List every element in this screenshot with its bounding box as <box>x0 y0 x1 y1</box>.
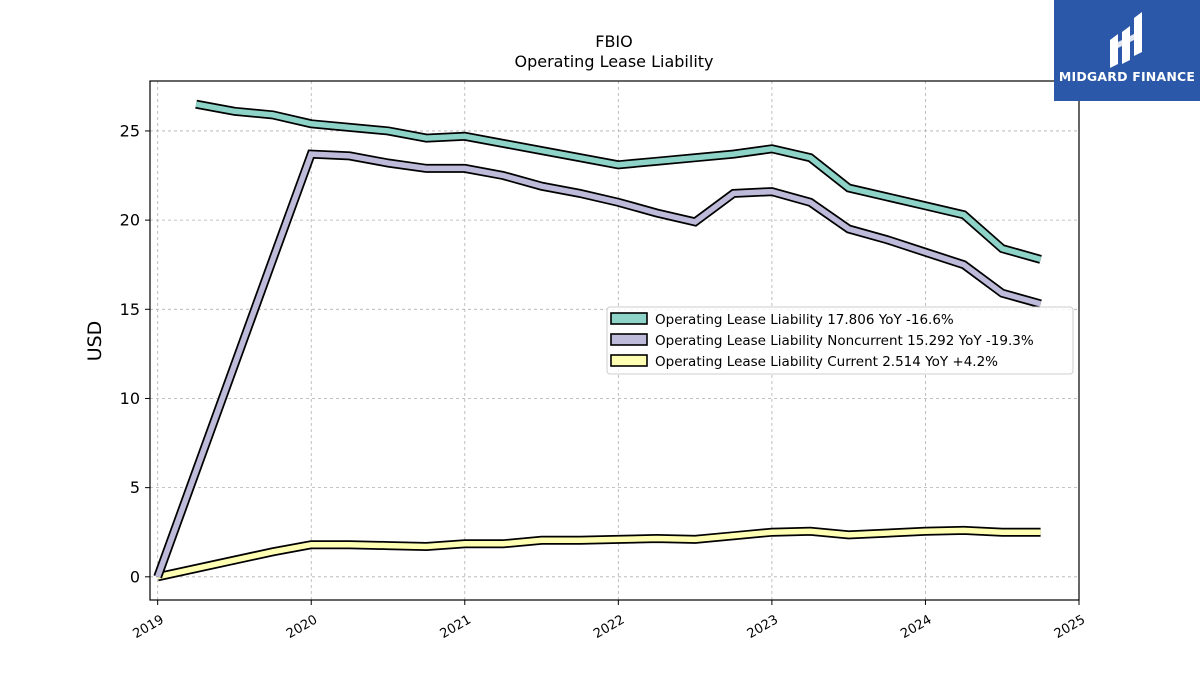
y-tick-label: 15 <box>120 300 140 319</box>
x-tick-label: 2020 <box>284 612 320 642</box>
x-tick-label: 2025 <box>1052 612 1088 642</box>
series-liability <box>195 99 1042 264</box>
x-tick-label: 2024 <box>898 612 934 642</box>
y-tick-label: 25 <box>120 121 140 140</box>
y-axis-label: USD <box>84 321 106 362</box>
series-current <box>156 525 1041 582</box>
series-line <box>155 151 1042 578</box>
legend-swatch-noncurrent <box>610 333 648 346</box>
y-tick-label: 10 <box>120 389 140 408</box>
x-tick-label: 2021 <box>438 612 474 642</box>
y-tick-label: 0 <box>130 567 140 586</box>
series-line <box>157 527 1041 580</box>
chart-title: FBIO <box>595 32 633 51</box>
legend-swatch-liability <box>610 312 648 325</box>
legend-frame <box>606 306 1074 375</box>
series-layer <box>153 99 1042 582</box>
legend: Operating Lease Liability 17.806 YoY -16… <box>606 306 1074 375</box>
x-tick-label: 2023 <box>745 612 781 642</box>
brand-name: MIDGARD FINANCE <box>1058 69 1196 84</box>
series-line <box>195 101 1042 263</box>
legend-swatch-current <box>610 354 648 367</box>
brand-logo: MIDGARD FINANCE <box>1054 0 1200 101</box>
legend-entry-current: Operating Lease Liability Current 2.514 … <box>655 354 998 370</box>
y-tick-label: 5 <box>130 478 140 497</box>
series-noncurrent <box>153 149 1042 579</box>
plot-area-frame <box>149 80 1080 601</box>
chart-subtitle: Operating Lease Liability <box>514 52 713 71</box>
x-tick-label: 2019 <box>131 612 167 642</box>
legend-entry-noncurrent: Operating Lease Liability Noncurrent 15.… <box>655 333 1034 349</box>
legend-entry-liability: Operating Lease Liability 17.806 YoY -16… <box>655 312 954 328</box>
y-tick-label: 20 <box>120 211 140 230</box>
x-tick-label: 2022 <box>591 612 627 642</box>
logo-mark-icon <box>1110 12 1142 68</box>
